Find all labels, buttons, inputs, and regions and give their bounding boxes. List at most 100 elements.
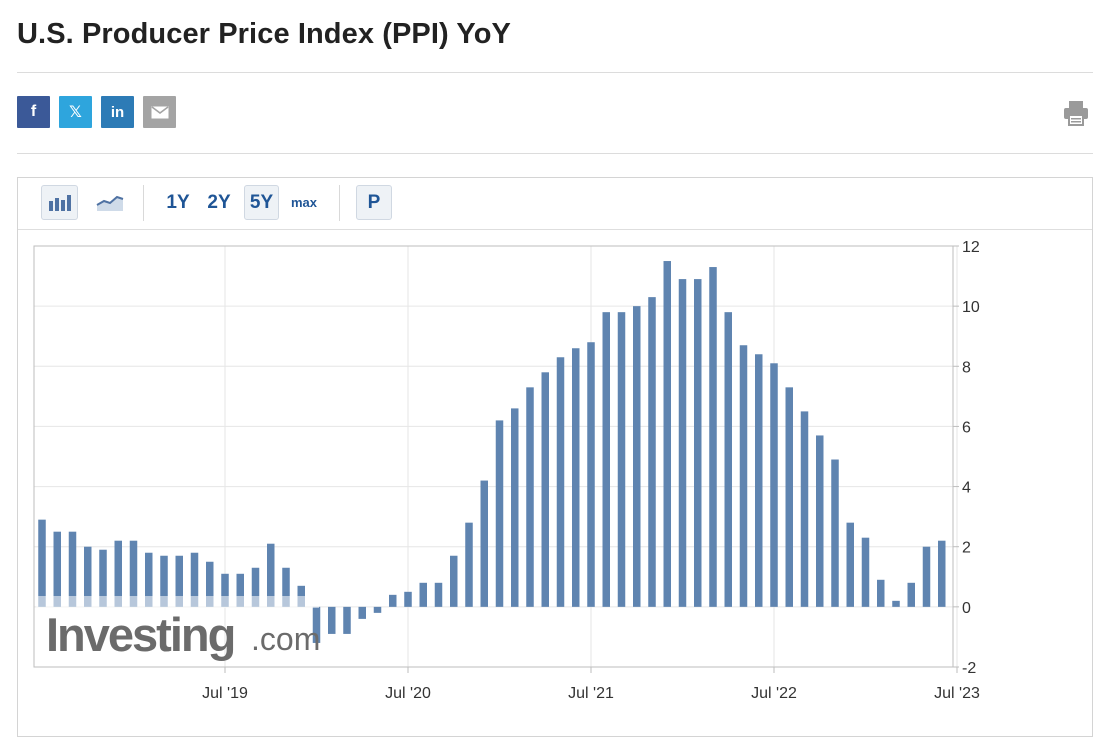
y-tick-label: 2 xyxy=(962,540,971,557)
line-chart-button[interactable] xyxy=(90,185,130,220)
y-tick-label: 12 xyxy=(962,239,980,256)
bar xyxy=(68,531,77,607)
plot-area xyxy=(33,245,954,668)
ppi-bar-chart: Investing .com -2 0 2 4 6 8 10 12 Jul '19 Jul '2… xyxy=(33,239,980,702)
y-tick-label: 8 xyxy=(962,359,971,376)
bar xyxy=(907,582,915,607)
bar xyxy=(541,372,549,607)
bar xyxy=(53,531,61,607)
bar xyxy=(190,552,199,607)
x-axis: Jul '19 Jul '20 Jul '21 Jul '22 Jul '23 xyxy=(202,667,980,702)
chart-frame: 1Y 2Y 5Y max P xyxy=(17,177,1093,737)
bar xyxy=(831,459,839,607)
share-divider xyxy=(17,153,1093,154)
bar xyxy=(572,348,580,607)
p-button[interactable]: P xyxy=(356,185,392,220)
bar xyxy=(755,354,763,607)
share-bar: f 𝕏 in xyxy=(17,96,176,128)
y-tick-label: -2 xyxy=(962,660,976,677)
watermark-backdrop xyxy=(36,596,319,608)
bar xyxy=(465,522,473,607)
bar xyxy=(434,582,443,607)
bar-chart-icon xyxy=(48,195,71,211)
y-tick-label: 4 xyxy=(962,480,971,497)
bar xyxy=(861,537,870,607)
bar xyxy=(770,363,778,607)
bar xyxy=(175,555,183,607)
bar xyxy=(480,480,488,607)
bar xyxy=(84,546,92,607)
chart-toolbar: 1Y 2Y 5Y max P xyxy=(18,178,1092,230)
x-tick-label: Jul '20 xyxy=(385,685,431,702)
bar xyxy=(633,306,641,607)
title-divider xyxy=(17,72,1093,73)
bar xyxy=(312,606,321,643)
bar xyxy=(587,342,595,607)
bar xyxy=(221,573,229,607)
watermark-brand: Investing xyxy=(46,608,234,661)
bar xyxy=(450,555,458,607)
envelope-icon xyxy=(151,105,168,118)
y-tick-label: 0 xyxy=(962,600,971,617)
bar xyxy=(846,522,854,607)
bar xyxy=(739,345,748,607)
linkedin-icon: in xyxy=(110,103,125,121)
bar xyxy=(236,573,244,607)
x-tick-label: Jul '22 xyxy=(751,685,797,702)
bar xyxy=(160,555,168,607)
bar xyxy=(800,411,809,607)
range-max-button[interactable]: max xyxy=(290,195,318,210)
bar xyxy=(602,312,610,607)
bar-series xyxy=(38,261,946,643)
x-tick-label: Jul '23 xyxy=(934,685,980,702)
y-tick-label: 6 xyxy=(962,419,971,436)
bar xyxy=(678,279,687,607)
toolbar-divider xyxy=(143,185,144,221)
bar xyxy=(556,357,565,607)
bar xyxy=(282,567,290,607)
x-tick-label: Jul '21 xyxy=(568,685,614,702)
bar xyxy=(785,387,793,607)
bar xyxy=(373,606,382,613)
bar xyxy=(419,582,427,607)
range-5y-button[interactable]: 5Y xyxy=(244,185,279,220)
bar xyxy=(694,279,702,607)
bar-chart-button[interactable] xyxy=(41,185,78,220)
range-1y-button[interactable]: 1Y xyxy=(166,191,190,213)
bar xyxy=(389,594,397,607)
bar xyxy=(114,540,122,607)
bar xyxy=(267,543,275,607)
bar xyxy=(145,552,153,607)
bar xyxy=(328,606,336,634)
bar xyxy=(358,606,366,619)
facebook-share-button[interactable]: f xyxy=(17,96,50,128)
bar xyxy=(129,540,138,607)
page-title: U.S. Producer Price Index (PPI) YoY xyxy=(17,18,511,50)
facebook-icon: f xyxy=(30,103,37,120)
bar xyxy=(648,297,656,607)
email-share-button[interactable] xyxy=(143,96,176,128)
x-tick-label: Jul '19 xyxy=(202,685,248,702)
bar xyxy=(495,420,504,607)
y-tick-label: 10 xyxy=(962,299,980,316)
bar xyxy=(251,567,260,607)
bar xyxy=(938,540,946,607)
printer-icon[interactable] xyxy=(1063,99,1089,127)
bar xyxy=(99,549,107,607)
bar xyxy=(709,267,717,607)
bar xyxy=(892,600,900,607)
range-2y-button[interactable]: 2Y xyxy=(207,191,231,213)
watermark-suffix: .com xyxy=(251,621,320,657)
linkedin-share-button[interactable]: in xyxy=(101,96,134,128)
line-chart-icon xyxy=(96,195,124,211)
twitter-share-button[interactable]: 𝕏 xyxy=(59,96,92,128)
bar xyxy=(343,606,351,634)
toolbar-divider xyxy=(339,185,340,221)
twitter-icon: 𝕏 xyxy=(69,104,82,121)
bar xyxy=(724,312,732,607)
bar xyxy=(663,261,671,607)
bar xyxy=(816,435,824,607)
bar xyxy=(922,546,931,607)
bar xyxy=(526,387,534,607)
bar xyxy=(617,312,626,607)
